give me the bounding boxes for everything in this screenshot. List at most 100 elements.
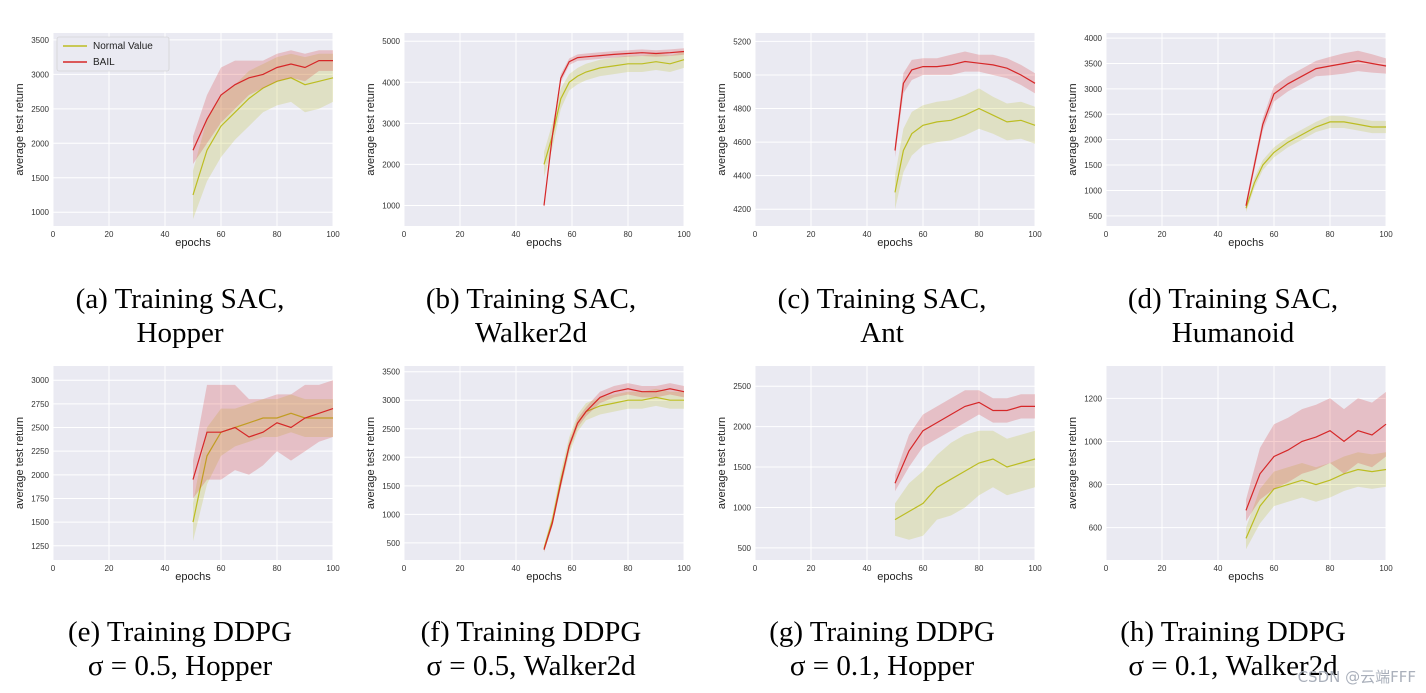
y-tick-label: 1500 xyxy=(31,518,49,527)
chart-panel-a: 0 20 40 60 80 100 1000 1500 2000 2500 3000 3500 epoc… xyxy=(14,33,340,249)
normal-value-line xyxy=(192,412,333,523)
y-tick-label: 2500 xyxy=(31,424,49,433)
y-tick-label: 2750 xyxy=(31,400,49,409)
bail-band xyxy=(193,50,333,165)
x-axis-label: epochs xyxy=(1228,571,1264,583)
caption-e: (e) Training DDPG σ = 0.5, Hopper xyxy=(10,615,350,683)
x-tick-label: 60 xyxy=(919,564,928,573)
y-tick-label: 4800 xyxy=(733,105,751,114)
y-tick-label: 2000 xyxy=(382,453,400,462)
y-tick-label: 2250 xyxy=(31,447,49,456)
x-tick-label: 40 xyxy=(1214,564,1223,573)
normal-value-band xyxy=(544,51,684,177)
caption-line-1: (g) Training DDPG xyxy=(769,616,995,648)
x-tick-label: 40 xyxy=(512,230,521,239)
bail-band xyxy=(1246,50,1386,210)
y-tick-label: 4400 xyxy=(733,172,751,181)
normal-value-line xyxy=(1245,121,1386,209)
normal-value-band xyxy=(193,394,333,542)
legend: Normal Value BAIL xyxy=(56,36,170,72)
y-tick-label: 2500 xyxy=(31,105,49,114)
chart-panel-d: 0 20 40 60 80 100 500 1000 1500 2000 2500 3000 3500 4… xyxy=(1067,33,1393,249)
y-tick-label: 2000 xyxy=(31,471,49,480)
bail-band xyxy=(895,390,1035,492)
x-tick-label: 60 xyxy=(568,564,577,573)
chart-panel-g: 0 20 40 60 80 100 500 1000 1500 2000 2500 epochs ave… xyxy=(716,366,1042,583)
y-tick-label: 1000 xyxy=(31,208,49,217)
plot-area xyxy=(755,366,1035,560)
bail-band xyxy=(193,380,333,499)
y-tick-label: 3000 xyxy=(382,396,400,405)
normal-value-band xyxy=(1246,115,1386,213)
x-tick-label: 100 xyxy=(677,564,691,573)
bail-band xyxy=(1246,391,1386,522)
normal-value-line xyxy=(543,396,684,549)
x-tick-label: 80 xyxy=(975,564,984,573)
x-tick-label: 100 xyxy=(1379,230,1393,239)
x-tick-label: 20 xyxy=(456,230,465,239)
plot-area xyxy=(404,33,684,226)
x-tick-label: 40 xyxy=(161,230,170,239)
x-tick-label: 100 xyxy=(326,564,340,573)
y-axis-label: average test return xyxy=(14,83,26,175)
x-tick-label: 0 xyxy=(402,230,407,239)
y-tick-label: 1000 xyxy=(1084,186,1102,195)
caption-line-2: σ = 0.5, Walker2d xyxy=(426,650,636,682)
chart-panel-e: 0 20 40 60 80 100 1250 1500 1750 2000 2250 2500 2750… xyxy=(14,366,340,583)
y-axis-label: average test return xyxy=(14,417,26,509)
caption-line-1: (b) Training SAC, xyxy=(425,283,637,315)
y-tick-label: 4000 xyxy=(382,78,400,87)
y-tick-label: 2500 xyxy=(382,425,400,434)
bail-line xyxy=(1245,60,1387,206)
y-tick-label: 2500 xyxy=(1084,110,1102,119)
y-tick-label: 1200 xyxy=(1084,394,1102,403)
bail-line xyxy=(894,60,1036,151)
x-axis-label: epochs xyxy=(175,237,211,249)
y-tick-label: 5200 xyxy=(733,37,751,46)
plot-area xyxy=(404,366,684,560)
x-tick-label: 0 xyxy=(753,230,758,239)
chart-panel-b: 0 20 40 60 80 100 1000 2000 3000 4000 5000 epochs av… xyxy=(365,33,691,249)
x-tick-label: 0 xyxy=(51,230,56,239)
y-tick-label: 1500 xyxy=(733,463,751,472)
caption-b: (b) Training SAC, Walker2d xyxy=(361,282,701,350)
x-tick-label: 80 xyxy=(975,230,984,239)
x-tick-label: 80 xyxy=(1326,564,1335,573)
y-tick-label: 500 xyxy=(1089,212,1103,221)
x-tick-label: 20 xyxy=(807,230,816,239)
y-tick-label: 2500 xyxy=(733,382,751,391)
x-tick-label: 100 xyxy=(1028,230,1042,239)
x-tick-label: 20 xyxy=(1158,230,1167,239)
caption-line-1: (a) Training SAC, xyxy=(75,283,285,315)
y-tick-label: 600 xyxy=(1089,524,1103,533)
caption-a: (a) Training SAC, Hopper xyxy=(10,282,350,350)
caption-line-1: (h) Training DDPG xyxy=(1120,616,1346,648)
caption-line-2: σ = 0.5, Hopper xyxy=(87,650,273,682)
x-tick-label: 0 xyxy=(402,564,407,573)
y-tick-label: 1000 xyxy=(382,201,400,210)
caption-line-1: (c) Training SAC, xyxy=(777,283,987,315)
x-tick-label: 40 xyxy=(863,564,872,573)
y-tick-label: 4200 xyxy=(733,205,751,214)
y-tick-label: 3000 xyxy=(31,70,49,79)
x-tick-label: 100 xyxy=(326,230,340,239)
x-axis-label: epochs xyxy=(1228,237,1264,249)
chart-panel-f: 0 20 40 60 80 100 500 1000 1500 2000 2500 3000 3500 e… xyxy=(365,366,691,583)
x-tick-label: 0 xyxy=(51,564,56,573)
normal-value-line xyxy=(894,458,1036,521)
y-tick-label: 2000 xyxy=(733,423,751,432)
x-tick-label: 80 xyxy=(1326,230,1335,239)
y-tick-label: 3000 xyxy=(1084,85,1102,94)
bail-line xyxy=(192,59,333,151)
y-axis-label: average test return xyxy=(1067,83,1079,175)
legend-label-normal-value: Normal Value xyxy=(93,41,153,52)
y-tick-label: 1000 xyxy=(733,503,751,512)
y-tick-label: 1000 xyxy=(382,510,400,519)
y-axis-label: average test return xyxy=(716,83,728,175)
y-tick-label: 2000 xyxy=(31,139,49,148)
y-tick-label: 2000 xyxy=(382,160,400,169)
legend-label-bail: BAIL xyxy=(93,57,115,68)
y-tick-label: 1500 xyxy=(382,482,400,491)
y-tick-label: 3500 xyxy=(382,368,400,377)
